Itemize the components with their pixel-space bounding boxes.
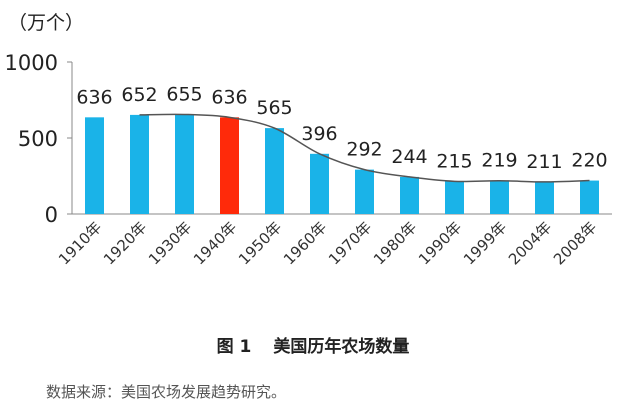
data-label: 244: [391, 146, 427, 168]
data-label: 211: [526, 151, 562, 173]
x-tick-label: 1940年: [190, 218, 240, 268]
data-label: 396: [301, 123, 337, 145]
y-tick-label: 1000: [5, 51, 58, 75]
bar-1970年: [355, 169, 374, 214]
source-note: 数据来源：美国农场发展趋势研究。: [46, 383, 287, 401]
data-label: 655: [166, 83, 202, 105]
data-label: 565: [256, 97, 292, 119]
x-tick-label: 2004年: [505, 218, 555, 268]
data-label: 636: [76, 86, 112, 108]
data-label: 652: [121, 84, 157, 106]
bar-1999年: [490, 180, 509, 214]
figure-title: 美国历年农场数量: [273, 337, 410, 357]
bar-1930年: [175, 114, 194, 214]
data-label: 636: [211, 86, 247, 108]
x-tick-label: 1920年: [100, 218, 150, 268]
trend-line: [139, 113, 590, 183]
x-tick-label: 1910年: [55, 218, 105, 268]
data-label: 215: [436, 150, 472, 172]
bar-1990年: [445, 181, 464, 214]
x-tick-label: 2008年: [550, 218, 600, 268]
x-tick-label: 1930年: [145, 218, 195, 268]
bar-1910年: [85, 117, 104, 214]
data-label: 219: [481, 150, 517, 172]
y-tick-label: 500: [18, 127, 58, 151]
figure-number: 图 1: [216, 337, 252, 357]
figure-caption: 图 1 美国历年农场数量: [0, 332, 626, 357]
x-tick-label: 1980年: [370, 218, 420, 268]
y-unit-label: （万个）: [8, 12, 85, 34]
bar-1940年: [220, 117, 239, 214]
bar-1980年: [400, 176, 419, 214]
bar-2008年: [580, 180, 599, 214]
x-tick-label: 1950年: [235, 218, 285, 268]
x-tick-label: 1990年: [415, 218, 465, 268]
data-label: 292: [346, 139, 382, 161]
x-tick-label: 1970年: [325, 218, 375, 268]
x-tick-label: 1960年: [280, 218, 330, 268]
bar-1960年: [310, 153, 329, 214]
bar-1950年: [265, 128, 284, 214]
x-tick-label: 1999年: [460, 218, 510, 268]
bar-1920年: [130, 114, 149, 214]
data-label: 220: [571, 150, 607, 172]
y-tick-label: 0: [45, 203, 58, 227]
bar-chart: 0 500 1000 636 652 655 636 565 396 292 244 215 219 21…: [5, 51, 612, 268]
bar-2004年: [535, 181, 554, 214]
